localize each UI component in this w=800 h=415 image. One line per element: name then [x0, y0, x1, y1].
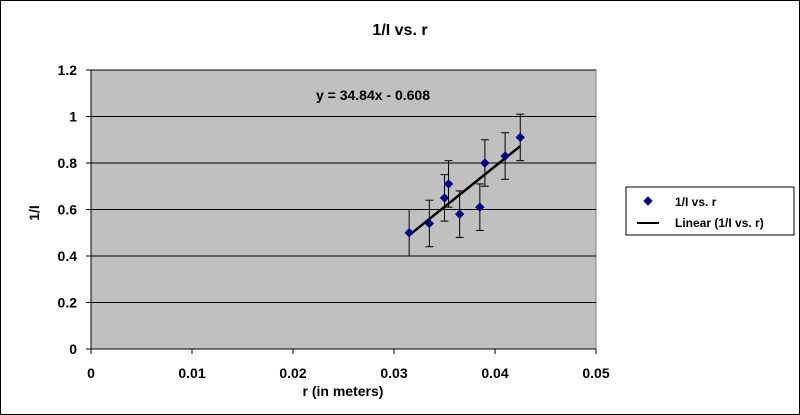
- y-tick-label: 1: [69, 109, 77, 125]
- data-point: [480, 158, 490, 168]
- data-point: [500, 151, 510, 161]
- data-point: [443, 179, 454, 189]
- data-point-group: [480, 139, 490, 187]
- legend-trendline-label: Linear (1/I vs. r): [675, 216, 764, 230]
- chart-title: 1/I vs. r: [372, 22, 427, 39]
- y-tick-label: 0: [69, 341, 77, 357]
- trendline: [408, 145, 522, 237]
- data-point-group: [404, 209, 414, 257]
- data-point: [515, 132, 525, 143]
- data-point-group: [475, 183, 485, 231]
- y-tick-label: 0.2: [58, 295, 78, 311]
- data-point: [439, 193, 450, 203]
- x-tick-label: 0.04: [481, 365, 508, 381]
- plot-area: 0 0.2 0.4 0.6 0.8 1 1.2 0 0.01 0.02 0.03 0.04 0.05: [58, 62, 610, 381]
- y-tick-label: 0.8: [58, 155, 78, 171]
- data-point-group: [515, 113, 525, 162]
- x-tick-label: 0.03: [380, 365, 407, 381]
- y-tick-label: 0.4: [58, 248, 78, 264]
- data-point-group: [424, 199, 435, 248]
- legend: 1/I vs. r Linear (1/I vs. r): [625, 186, 795, 236]
- y-tick-label: 1.2: [58, 62, 78, 78]
- data-point-group: [439, 174, 450, 222]
- legend-diamond-icon: [643, 196, 653, 206]
- x-tick-label: 0.02: [279, 365, 306, 381]
- trendline-equation: y = 34.84x - 0.608: [316, 87, 430, 103]
- legend-box: [625, 186, 795, 236]
- x-tick-label: 0.05: [582, 365, 609, 381]
- legend-diamond-icon: [643, 196, 653, 206]
- data-point-group: [500, 132, 510, 180]
- data-point: [454, 209, 465, 219]
- x-tick-label: 0: [87, 365, 95, 381]
- x-axis-label: r (in meters): [303, 383, 384, 399]
- data-point-group: [454, 190, 465, 238]
- data-point: [404, 228, 414, 238]
- data-point: [475, 202, 485, 212]
- data-point: [424, 218, 435, 229]
- data-point-group: [443, 160, 454, 208]
- y-axis-label: 1/I: [26, 205, 42, 221]
- legend-series-label: 1/I vs. r: [675, 195, 717, 209]
- x-tick-label: 0.01: [178, 365, 205, 381]
- y-tick-label: 0.6: [58, 202, 78, 218]
